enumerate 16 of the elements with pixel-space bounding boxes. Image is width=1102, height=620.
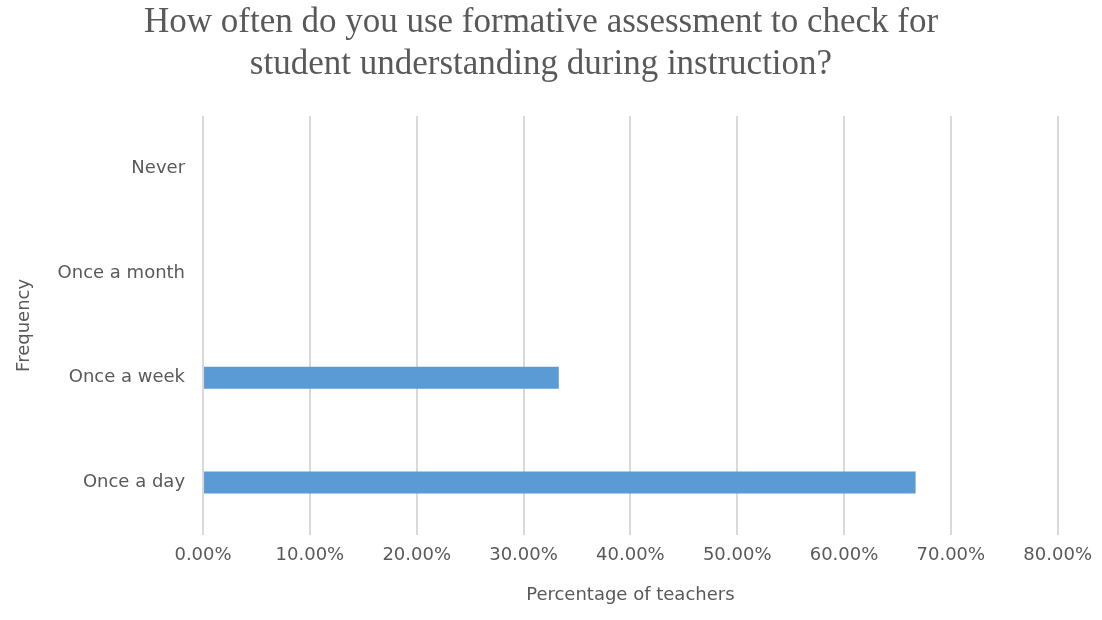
x-tick-label: 80.00% bbox=[1023, 543, 1092, 565]
x-tick-label: 20.00% bbox=[382, 543, 452, 565]
chart-title: How often do you use formative assessment to check for student understanding during instruction? bbox=[143, 1, 939, 83]
x-tick-label: 10.00% bbox=[275, 543, 345, 565]
x-tick-label: 0.00% bbox=[174, 543, 232, 565]
x-axis-title: Percentage of teachers bbox=[526, 582, 735, 604]
y-axis-title: Frequency bbox=[12, 278, 34, 372]
x-tick-label: 70.00% bbox=[916, 543, 986, 565]
y-tick-label: Once a day bbox=[82, 470, 186, 492]
x-tick-label: 60.00% bbox=[809, 543, 879, 565]
y-tick-label: Once a week bbox=[68, 365, 186, 387]
y-tick-label: Never bbox=[131, 156, 186, 178]
x-tick-label: 40.00% bbox=[596, 543, 665, 565]
y-tick-label: Once a month bbox=[57, 260, 186, 282]
x-tick-label: 30.00% bbox=[489, 543, 558, 565]
x-tick-label: 50.00% bbox=[702, 543, 772, 565]
